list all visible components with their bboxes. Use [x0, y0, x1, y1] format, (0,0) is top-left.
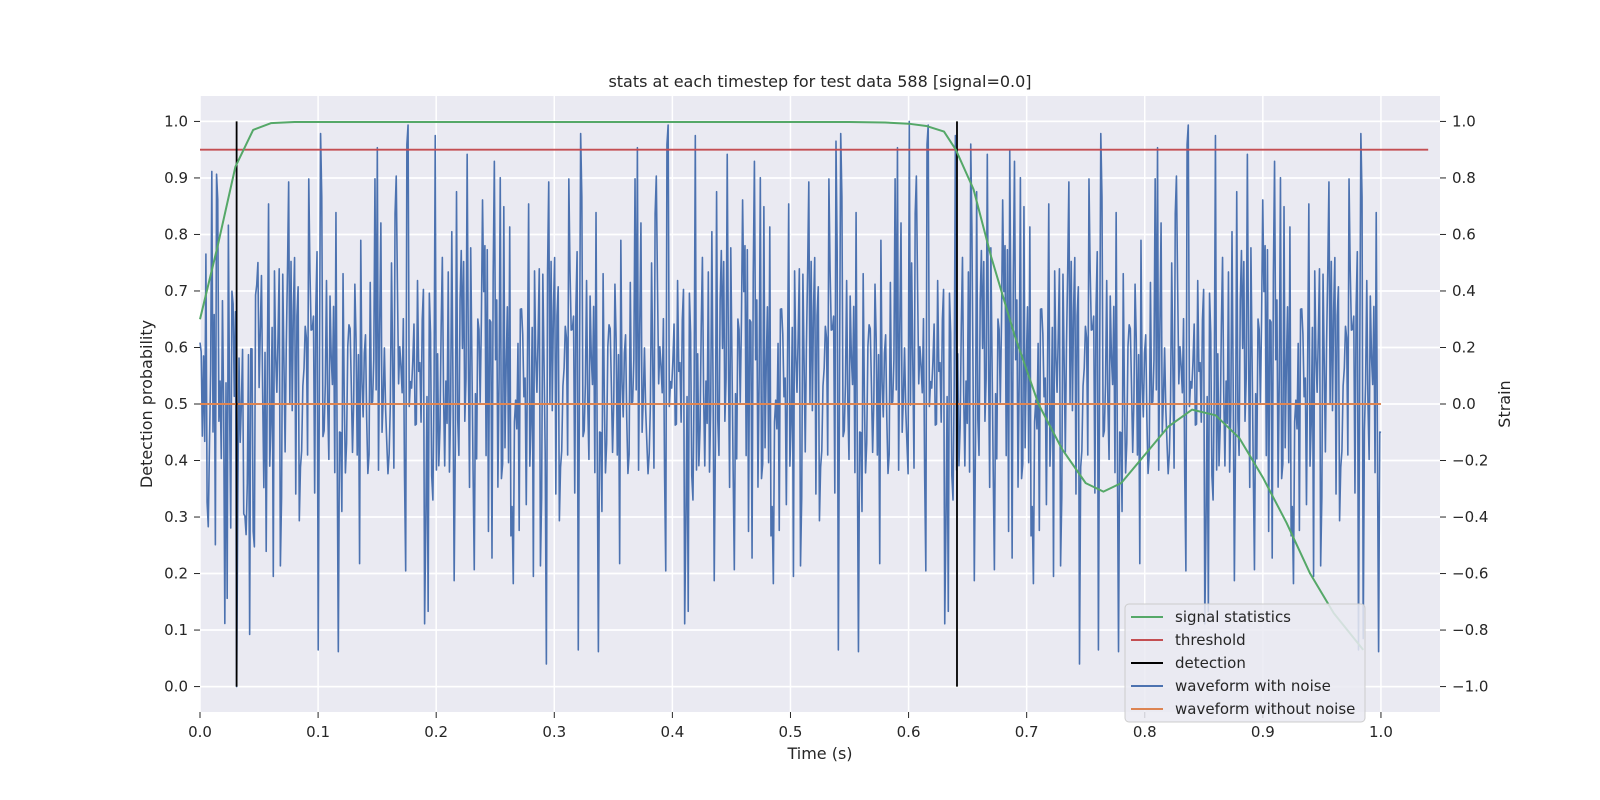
x-axis-title: Time (s) [786, 744, 852, 763]
legend-label-waveform-with-noise: waveform with noise [1175, 677, 1331, 695]
y-right-tick-label: −1.0 [1452, 678, 1488, 696]
x-tick-label: 0.6 [897, 723, 921, 741]
y-right-tick-label: 0.2 [1452, 338, 1476, 356]
series-signal-statistics [199, 121, 1365, 651]
y-right-tick-label: 1.0 [1452, 112, 1476, 130]
x-tick-label: 1.0 [1369, 723, 1393, 741]
y-left-tick-label: 0.4 [164, 452, 188, 470]
x-tick-label: 0.2 [424, 723, 448, 741]
y-left-tick-label: 0.8 [164, 225, 188, 243]
y-left-tick-label: 0.2 [164, 565, 188, 583]
chart-title: stats at each timestep for test data 588… [608, 72, 1031, 91]
y-right-tick-label: 0.6 [1452, 225, 1476, 243]
y-right-tick-label: −0.2 [1452, 452, 1488, 470]
x-tick-label: 0.7 [1015, 723, 1039, 741]
y-right-tick-label: 0.4 [1452, 282, 1476, 300]
x-tick-label: 0.9 [1251, 723, 1275, 741]
y-right-tick-label: −0.8 [1452, 621, 1488, 639]
series-waveform-with-noise [199, 120, 1382, 688]
x-tick-label: 0.0 [188, 723, 212, 741]
y-axis-right-title: Strain [1495, 380, 1514, 427]
x-tick-label: 0.3 [542, 723, 566, 741]
legend-label-detection: detection [1175, 654, 1246, 672]
ticks-layer: 0.0 0.1 0.2 0.3 0.4 0.5 0.6 0.7 0.8 0.9 1.0 0.0 0.1 0… [164, 112, 1488, 741]
y-left-tick-label: 0.9 [164, 169, 188, 187]
y-left-tick-label: 0.5 [164, 395, 188, 413]
y-right-tick-label: 0.8 [1452, 169, 1476, 187]
y-left-tick-label: 0.0 [164, 678, 188, 696]
legend-label-threshold: threshold [1175, 631, 1246, 649]
y-left-tick-label: 1.0 [164, 112, 188, 130]
y-right-tick-label: −0.4 [1452, 508, 1488, 526]
y-left-tick-label: 0.6 [164, 338, 188, 356]
legend: signal statistics threshold detection wa… [1124, 603, 1366, 723]
y-right-tick-label: 0.0 [1452, 395, 1476, 413]
series-layer [199, 120, 1429, 688]
legend-label-waveform-without-noise: waveform without noise [1175, 700, 1355, 718]
x-tick-label: 0.4 [660, 723, 684, 741]
y-axis-left-title: Detection probability [137, 320, 156, 488]
legend-box [1124, 603, 1366, 723]
y-left-tick-label: 0.3 [164, 508, 188, 526]
x-tick-label: 0.1 [306, 723, 330, 741]
y-right-tick-label: −0.6 [1452, 565, 1488, 583]
x-tick-label: 0.8 [1133, 723, 1157, 741]
legend-label-signal-statistics: signal statistics [1175, 608, 1291, 626]
x-tick-label: 0.5 [779, 723, 803, 741]
y-left-tick-label: 0.1 [164, 621, 188, 639]
y-left-tick-label: 0.7 [164, 282, 188, 300]
